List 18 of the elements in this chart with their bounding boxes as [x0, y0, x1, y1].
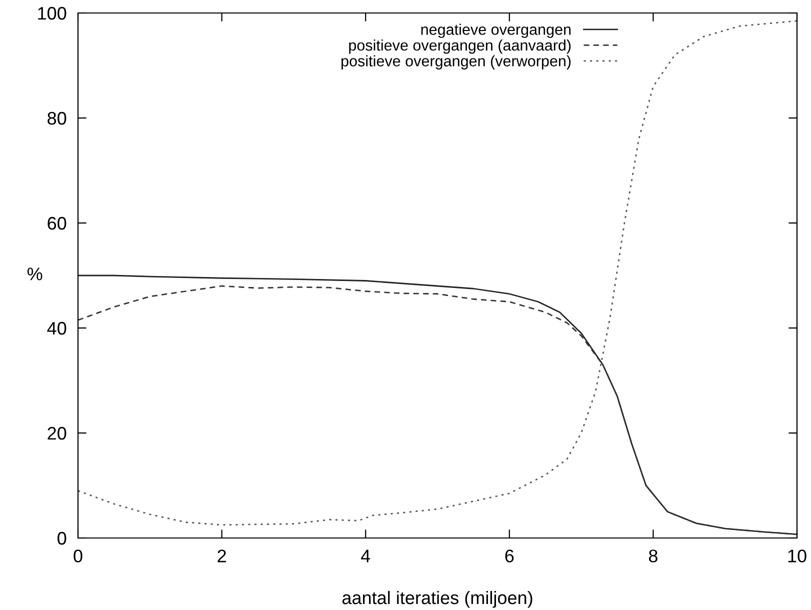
legend-label: negatieve overgangen: [421, 24, 571, 38]
y-tick-label: 80: [48, 112, 66, 125]
legend-label: positieve overgangen (verworpen): [342, 55, 571, 70]
y-tick-label: 40: [47, 322, 66, 335]
x-tick-label: 0: [74, 550, 82, 562]
x-tick-label: 10: [788, 550, 806, 562]
x-axis-title: aantal iteraties (miljoen): [342, 590, 532, 608]
x-tick-label: 6: [505, 550, 514, 562]
y-tick-label: 60: [48, 216, 66, 230]
y-axis-title: %: [27, 268, 42, 280]
x-tick-label: 4: [360, 550, 370, 562]
x-tick-label: 8: [648, 550, 658, 562]
y-tick-label: 0: [58, 532, 66, 545]
x-tick-label: 2: [218, 550, 226, 562]
y-tick-label: 20: [48, 426, 66, 440]
line-series: [78, 20, 797, 526]
y-tick-label: 100: [38, 6, 66, 20]
legend-label: positieve overgangen (aanvaard): [349, 39, 571, 54]
